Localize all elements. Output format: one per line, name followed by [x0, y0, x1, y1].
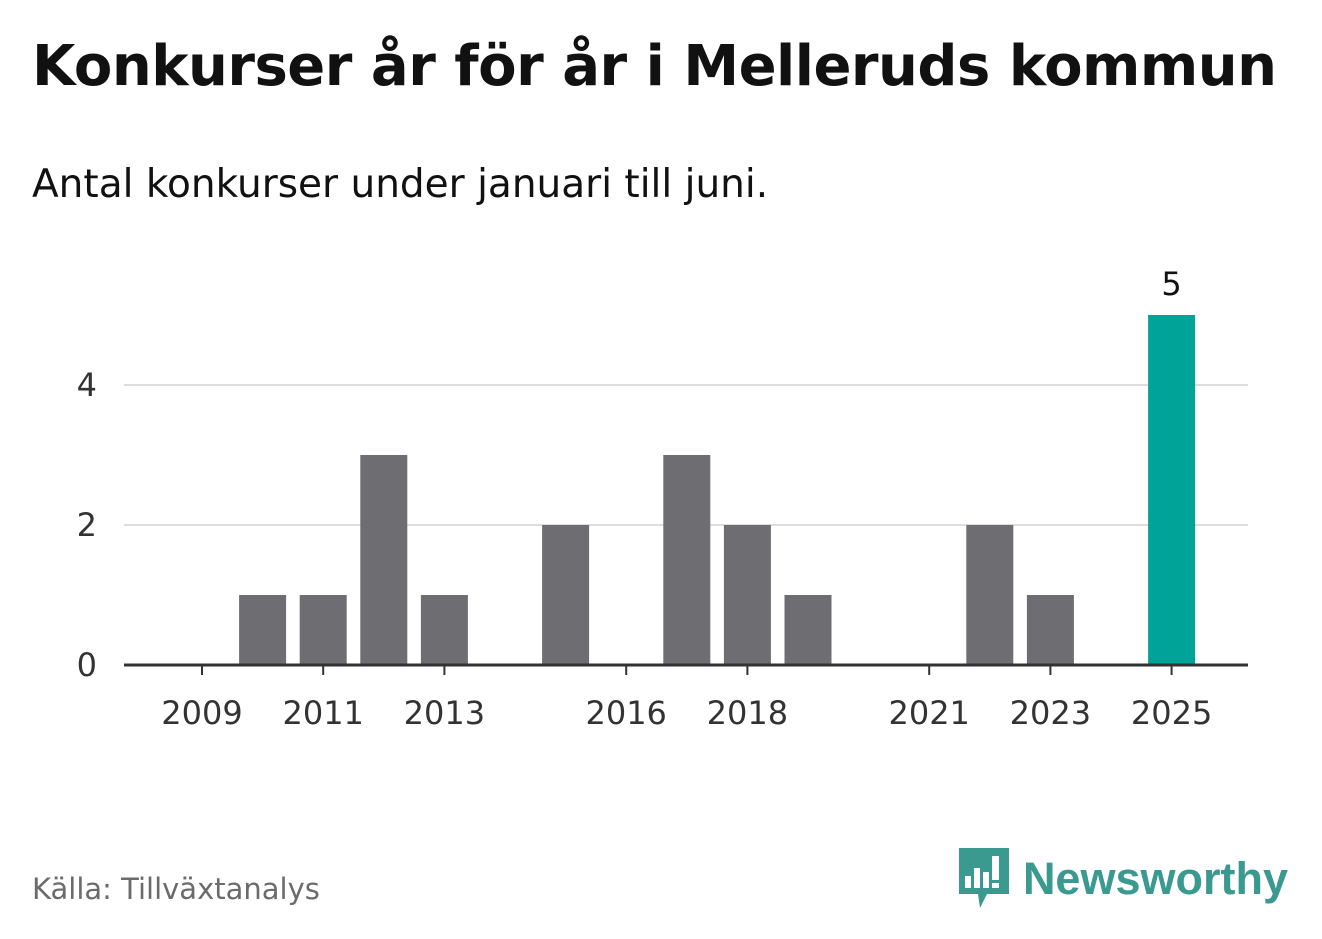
- y-tick-label-4: 4: [77, 366, 97, 404]
- data-label-2025: 5: [1161, 265, 1181, 303]
- x-tick-label-2018: 2018: [707, 694, 788, 732]
- bar-2025: [1148, 315, 1196, 665]
- x-tick-label-2009: 2009: [161, 694, 242, 732]
- bar-2023: [1026, 595, 1074, 665]
- brand-name: Newsworthy: [1022, 853, 1288, 904]
- bar-2019: [784, 595, 832, 665]
- labels: 0 2 4 2009 2011 2013 2016 2018 2021 2023 2025 5: [77, 265, 1213, 732]
- bar-2011: [299, 595, 347, 665]
- bar-2017: [663, 455, 711, 665]
- x-tick-label-2013: 2013: [404, 694, 485, 732]
- x-tick-label-2016: 2016: [585, 694, 666, 732]
- x-tick-label-2021: 2021: [888, 694, 969, 732]
- chart-subtitle: Antal konkurser under januari till juni.: [32, 162, 769, 207]
- bar-2015: [542, 525, 590, 665]
- x-tick-label-2025: 2025: [1131, 694, 1212, 732]
- axes: [124, 663, 1248, 675]
- y-tick-label-2: 2: [77, 506, 97, 544]
- x-tick-label-2011: 2011: [282, 694, 363, 732]
- bar-2012: [360, 455, 408, 665]
- newsworthy-chart-bubble-icon: [958, 848, 1009, 908]
- bars: [239, 315, 1196, 665]
- bar-2013: [420, 595, 468, 665]
- bar-2022: [966, 525, 1014, 665]
- newsworthy-logo: Newsworthy: [958, 848, 1288, 910]
- x-tick-label-2023: 2023: [1010, 694, 1091, 732]
- chart-title: Konkurser år för år i Melleruds kommun: [32, 34, 1277, 99]
- source-note: Källa: Tillväxtanalys: [32, 872, 320, 906]
- bar-2010: [239, 595, 287, 665]
- y-tick-label-0: 0: [77, 646, 97, 684]
- bar-2018: [723, 525, 771, 665]
- bar-chart: 0 2 4 2009 2011 2013 2016 2018 2021 2023 2025 5: [77, 265, 1248, 732]
